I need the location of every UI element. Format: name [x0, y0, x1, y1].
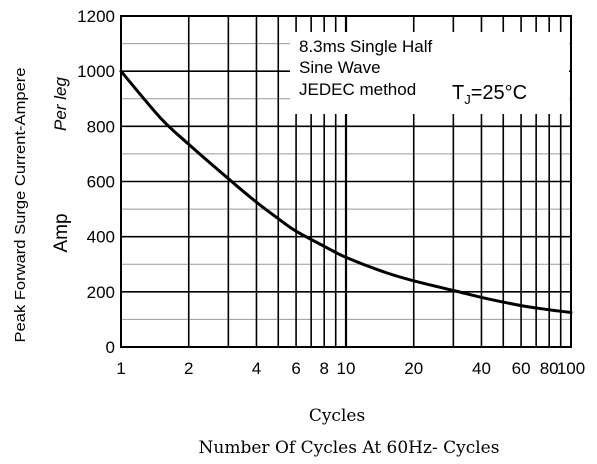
annotation-line-2: Sine Wave — [299, 58, 381, 77]
tj-symbol: T — [452, 82, 464, 104]
x-tick-label: 40 — [472, 359, 491, 378]
annotation-tj: TJ=25°C — [452, 82, 527, 107]
y-axis-sublabel: Per leg — [51, 77, 70, 131]
y-tick-label: 800 — [87, 117, 115, 136]
x-tick-label: 8 — [319, 359, 328, 378]
y-tick-label: 200 — [87, 283, 115, 302]
y-tick-label: 600 — [87, 173, 115, 192]
x-tick-label: 10 — [337, 359, 356, 378]
tj-subscript: J — [464, 92, 471, 107]
annotation-line-1: 8.3ms Single Half — [299, 37, 433, 56]
y-axis-label: Peak Forward Surge Current-Ampere — [12, 68, 29, 343]
x-tick-label: 80 — [540, 359, 559, 378]
y-tick-labels: 0 200 400 600 800 1000 1200 — [77, 7, 115, 357]
x-tick-label: 60 — [512, 359, 531, 378]
plot-frame — [120, 15, 572, 348]
tj-value: =25°C — [471, 82, 527, 104]
y-tick-label: 1200 — [77, 7, 115, 26]
x-axis-label: Cycles — [309, 406, 365, 426]
x-axis-sublabel: Number Of Cycles At 60Hz- Cycles — [199, 438, 500, 458]
y-tick-label: 1000 — [77, 62, 115, 81]
annotation-line-3: JEDEC method — [299, 80, 416, 99]
series-line — [119, 69, 573, 314]
annotation-box: 8.3ms Single Half Sine Wave JEDEC method… — [290, 32, 569, 114]
x-tick-label: 2 — [184, 359, 193, 378]
x-tick-label: 100 — [557, 359, 585, 378]
annotation-background — [290, 32, 569, 114]
x-tick-label: 1 — [116, 359, 125, 378]
major-gridlines — [121, 16, 571, 347]
y-axis-unit: Amp — [51, 213, 72, 252]
x-tick-label: 4 — [252, 359, 261, 378]
y-tick-label: 400 — [87, 228, 115, 247]
x-tick-label: 20 — [404, 359, 423, 378]
x-tick-label: 6 — [291, 359, 300, 378]
y-tick-label: 0 — [106, 338, 115, 357]
